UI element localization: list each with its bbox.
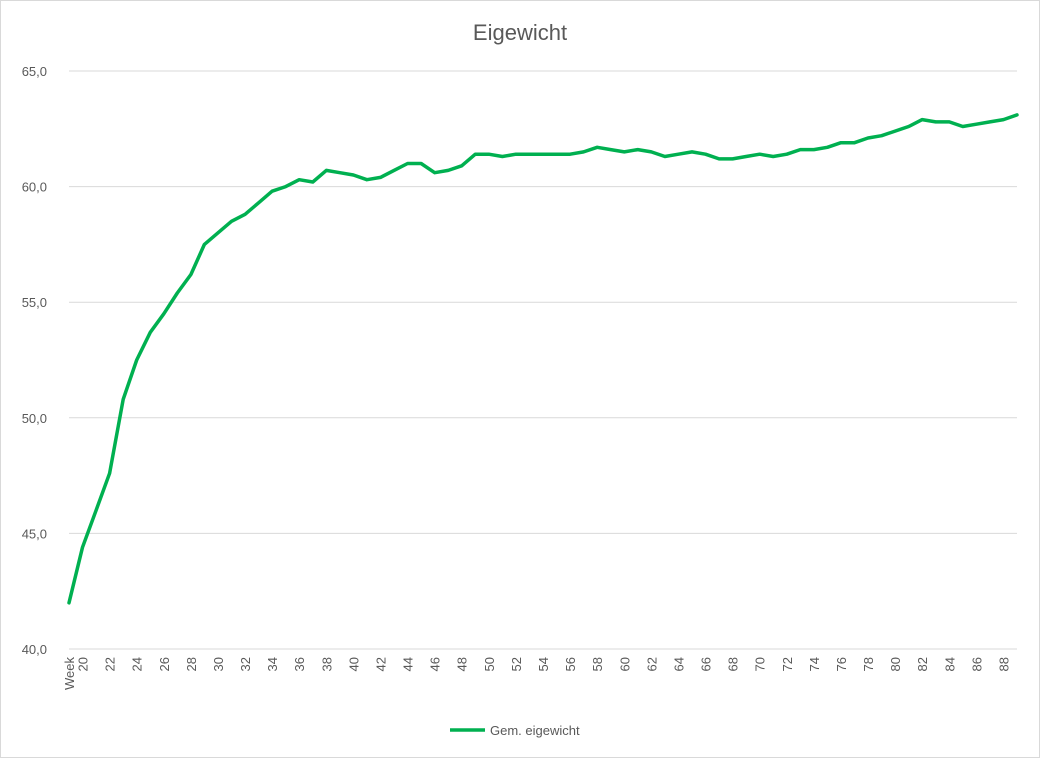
x-axis-first-label: Week: [62, 657, 77, 690]
y-tick-label: 65,0: [22, 64, 47, 79]
y-tick-label: 40,0: [22, 642, 47, 657]
x-tick-label: 22: [103, 657, 118, 671]
x-tick-label: 58: [590, 657, 605, 671]
x-tick-label: 66: [699, 657, 714, 671]
x-tick-label: 48: [455, 657, 470, 671]
legend: Gem. eigewicht: [450, 723, 580, 738]
x-tick-label: 60: [617, 657, 632, 671]
x-tick-label: 46: [428, 657, 443, 671]
gridlines: [69, 70, 1017, 650]
x-tick-label: 28: [184, 657, 199, 671]
x-tick-label: 78: [861, 657, 876, 671]
x-tick-label: 44: [401, 657, 416, 671]
series-layer: [67, 113, 1019, 605]
legend-label: Gem. eigewicht: [490, 723, 580, 738]
series-line: [67, 113, 1019, 605]
x-tick-label: 84: [942, 657, 957, 671]
x-tick-label: 42: [373, 657, 388, 671]
x-tick-label: 88: [996, 657, 1011, 671]
x-tick-label: 36: [292, 657, 307, 671]
x-tick-label: 64: [671, 657, 686, 671]
x-tick-label: 82: [915, 657, 930, 671]
x-tick-label: 62: [644, 657, 659, 671]
x-tick-label: 56: [563, 657, 578, 671]
x-tick-label: 74: [807, 657, 822, 671]
x-tick-label: 52: [509, 657, 524, 671]
x-tick-label: 20: [76, 657, 91, 671]
x-tick-label: 32: [238, 657, 253, 671]
y-tick-label: 45,0: [22, 526, 47, 541]
y-tick-label: 50,0: [22, 411, 47, 426]
y-tick-label: 60,0: [22, 180, 47, 195]
x-tick-label: 72: [780, 657, 795, 671]
x-tick-label: 68: [726, 657, 741, 671]
x-tick-label: 86: [969, 657, 984, 671]
x-tick-label: 26: [157, 657, 172, 671]
x-tick-label: 34: [265, 657, 280, 671]
x-tick-label: 70: [753, 657, 768, 671]
x-tick-label: 76: [834, 657, 849, 671]
x-tick-label: 24: [130, 657, 145, 671]
y-tick-label: 55,0: [22, 295, 47, 310]
chart-title: Eigewicht: [473, 20, 567, 45]
y-axis-ticks: 40,0 45,0 50,0 55,0 60,0 65,0: [22, 64, 47, 657]
x-tick-label: 80: [888, 657, 903, 671]
x-tick-label: 50: [482, 657, 497, 671]
x-tick-label: 40: [346, 657, 361, 671]
x-tick-label: 54: [536, 657, 551, 671]
x-tick-label: 30: [211, 657, 226, 671]
x-tick-label: 38: [319, 657, 334, 671]
